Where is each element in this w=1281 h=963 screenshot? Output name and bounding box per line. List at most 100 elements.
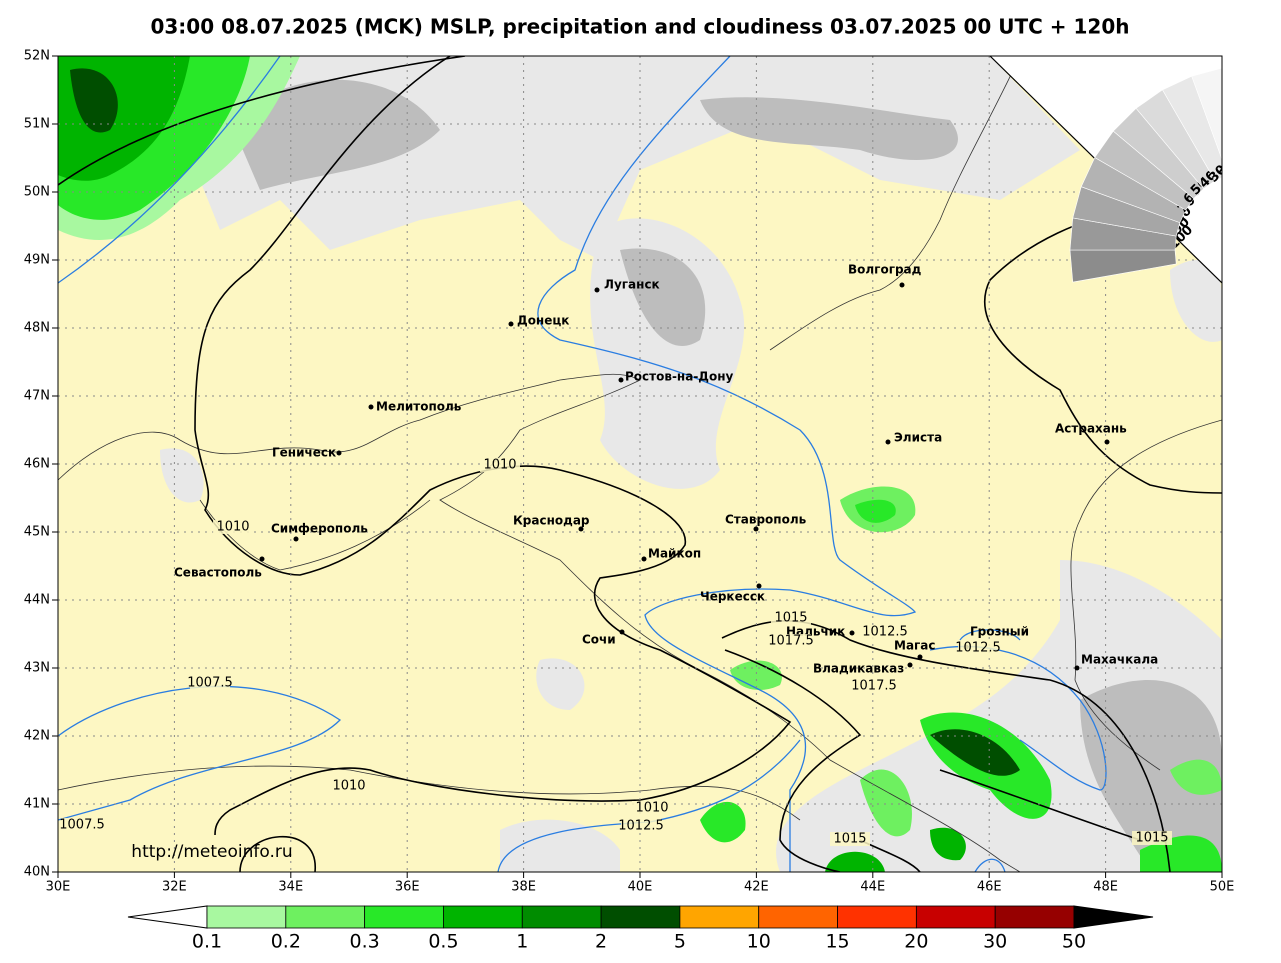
city-label: Донецк: [517, 314, 569, 328]
isobars-blue: [58, 56, 1107, 872]
isobar-label: 1017.5: [768, 634, 814, 649]
city-dot: [618, 377, 624, 383]
city-label: Махачкала: [1081, 653, 1158, 667]
city-dot: [336, 450, 342, 456]
cloud-label: 20: [1217, 158, 1240, 181]
precipitation: [58, 56, 1222, 872]
colorbar-label: 0.5: [428, 931, 458, 953]
colorbar-under: [127, 905, 208, 929]
lon-label: 34E: [278, 880, 303, 895]
city-label: Луганск: [604, 278, 660, 292]
city-dot: [899, 282, 905, 288]
isobar-label-bg: [830, 832, 870, 846]
lat-label: 44N: [24, 593, 50, 608]
city-label: Ставрополь: [725, 513, 807, 527]
isobar-label-bg: [62, 818, 102, 832]
colorbar-label: 0.3: [350, 931, 380, 953]
isobar-label-bg: [190, 676, 230, 690]
isobar-label: 1012.5: [955, 641, 1001, 656]
colorbar-swatch: [206, 905, 287, 929]
city-dot: [1074, 665, 1080, 671]
title: 03:00 08.07.2025 (MCK) MSLP, precipitati…: [150, 15, 1129, 39]
city-label: Магас: [894, 639, 936, 653]
lat-label: 41N: [24, 797, 50, 812]
colorbar-swatch: [443, 905, 523, 929]
city-dot: [907, 662, 913, 668]
isobar-label-bg: [329, 779, 369, 793]
colorbar-swatch: [994, 905, 1075, 929]
city-label: Майкоп: [648, 547, 701, 561]
colorbar-label: 1: [516, 931, 528, 953]
city-label: Мелитополь: [376, 400, 462, 414]
colorbar-label: 2: [595, 931, 607, 953]
colorbar-label: 0.2: [271, 931, 301, 953]
lat-label: 52N: [24, 49, 50, 64]
isobar-label-bg: [771, 611, 811, 625]
colorbar-label: 5: [674, 931, 686, 953]
city-dot: [619, 629, 625, 635]
isobar-label-bg: [771, 634, 811, 648]
city-dot: [368, 404, 374, 410]
isobar-label: 1015: [833, 832, 866, 847]
isobar-label-bg: [632, 801, 672, 815]
lon-label: 40E: [628, 880, 653, 895]
isobar-label: 1012.5: [618, 819, 664, 834]
isobar-label-bg: [958, 641, 998, 655]
colorbar-swatch: [758, 905, 838, 929]
city-label: Владикавказ: [813, 662, 904, 676]
lat-label: 50N: [24, 185, 50, 200]
cloudiness-scale: 1009080706050403020: [1069, 67, 1240, 283]
axes: 52N51N50N49N48N47N46N45N44N43N42N41N40N3…: [24, 49, 1235, 895]
colorbar-label: 0.1: [192, 931, 222, 953]
city-dot: [259, 556, 265, 562]
colorbar-swatch: [521, 905, 602, 929]
city-label: Севастополь: [174, 566, 262, 580]
city-label: Элиста: [894, 431, 942, 445]
isobar-label: 1010: [332, 779, 365, 794]
lat-label: 42N: [24, 729, 50, 744]
city-dot: [849, 630, 855, 636]
cloud-swatch: [1191, 67, 1222, 161]
lon-label: 48E: [1093, 880, 1118, 895]
city-label: Симферополь: [271, 522, 368, 536]
isobar-label-bg: [480, 458, 520, 472]
city-label: Волгоград: [848, 263, 922, 277]
colorbar-swatch: [837, 905, 917, 929]
colorbar-label: 50: [1062, 931, 1086, 953]
isobar-label: 1010: [483, 458, 516, 473]
lat-label: 48N: [24, 321, 50, 336]
city-dot: [885, 439, 891, 445]
isobar-label-bg: [621, 819, 661, 833]
lat-label: 51N: [24, 117, 50, 132]
colorbar-swatch: [364, 905, 444, 929]
lon-label: 44E: [860, 880, 885, 895]
city-dot: [508, 321, 514, 327]
isobar-label: 1015: [1135, 831, 1168, 846]
isobar-label: 1012.5: [862, 625, 908, 640]
lon-label: 50E: [1210, 880, 1235, 895]
clouds-dark: [230, 79, 1222, 872]
colorbar-swatch: [600, 905, 681, 929]
isobar-labels: 1010 1010 1007.5 1010 1010 1012.5 1007.5 1015 10…: [59, 458, 1172, 847]
isobar-label: 1010: [635, 801, 668, 816]
lon-label: 38E: [511, 880, 536, 895]
colorbar-over: [1073, 905, 1154, 929]
isobar-label-bg: [213, 520, 253, 534]
isobar-label-bg: [854, 679, 894, 693]
colorbar-swatch: [679, 905, 760, 929]
city-label: Геническ: [272, 446, 336, 460]
city-dot: [293, 536, 299, 542]
lon-label: 46E: [977, 880, 1002, 895]
isobar-label: 1007.5: [59, 818, 105, 833]
lon-label: 42E: [744, 880, 769, 895]
city-dot: [753, 526, 759, 532]
lat-label: 45N: [24, 525, 50, 540]
lat-label: 43N: [24, 661, 50, 676]
city-label: Черкесск: [700, 590, 765, 604]
city-label: Грозный: [970, 625, 1029, 639]
colorbar-label: 10: [747, 931, 771, 953]
credit: http://meteoinfo.ru: [131, 842, 292, 862]
isobar-label: 1010: [216, 520, 249, 535]
city-dot: [578, 526, 584, 532]
